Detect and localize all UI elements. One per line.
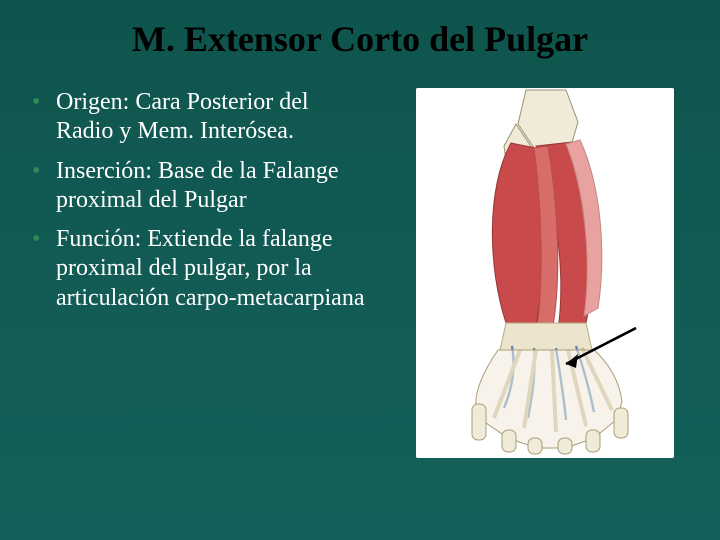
anatomy-svg	[416, 88, 674, 458]
bullet-item: Función: Extiende la falange proximal de…	[30, 225, 370, 313]
slide-title: M. Extensor Corto del Pulgar	[0, 0, 720, 60]
bullet-item: Origen: Cara Posterior del Radio y Mem. …	[30, 88, 370, 147]
figure-container	[370, 88, 690, 510]
slide: M. Extensor Corto del Pulgar Origen: Car…	[0, 0, 720, 540]
anatomy-illustration	[416, 88, 674, 458]
bullet-item: Inserción: Base de la Falange proximal d…	[30, 157, 370, 216]
slide-content: Origen: Cara Posterior del Radio y Mem. …	[0, 60, 720, 510]
bullet-list: Origen: Cara Posterior del Radio y Mem. …	[30, 88, 370, 510]
